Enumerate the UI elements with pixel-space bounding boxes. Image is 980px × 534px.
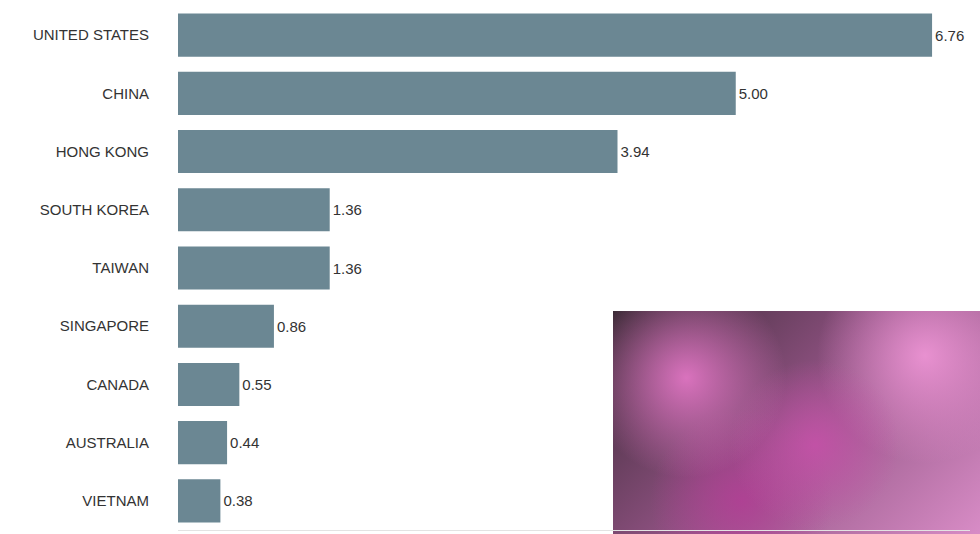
svg-text:1.36: 1.36 (333, 260, 362, 277)
svg-text:SOUTH KOREA: SOUTH KOREA (40, 201, 149, 218)
svg-text:VIETNAM: VIETNAM (82, 492, 149, 509)
svg-text:CANADA: CANADA (86, 376, 149, 393)
svg-text:3.94: 3.94 (621, 143, 650, 160)
svg-text:SINGAPORE: SINGAPORE (60, 317, 149, 334)
svg-text:5.00: 5.00 (739, 85, 768, 102)
svg-text:0.38: 0.38 (223, 492, 252, 509)
svg-text:0.44: 0.44 (230, 434, 259, 451)
svg-text:UNITED STATES: UNITED STATES (33, 26, 149, 43)
svg-text:TAIWAN: TAIWAN (92, 259, 149, 276)
svg-text:HONG KONG: HONG KONG (56, 143, 149, 160)
svg-text:1.36: 1.36 (333, 201, 362, 218)
svg-text:6.76: 6.76 (935, 27, 964, 44)
svg-text:0.86: 0.86 (277, 318, 306, 335)
svg-text:CHINA: CHINA (102, 85, 149, 102)
svg-text:AUSTRALIA: AUSTRALIA (66, 434, 149, 451)
svg-text:0.55: 0.55 (242, 376, 271, 393)
